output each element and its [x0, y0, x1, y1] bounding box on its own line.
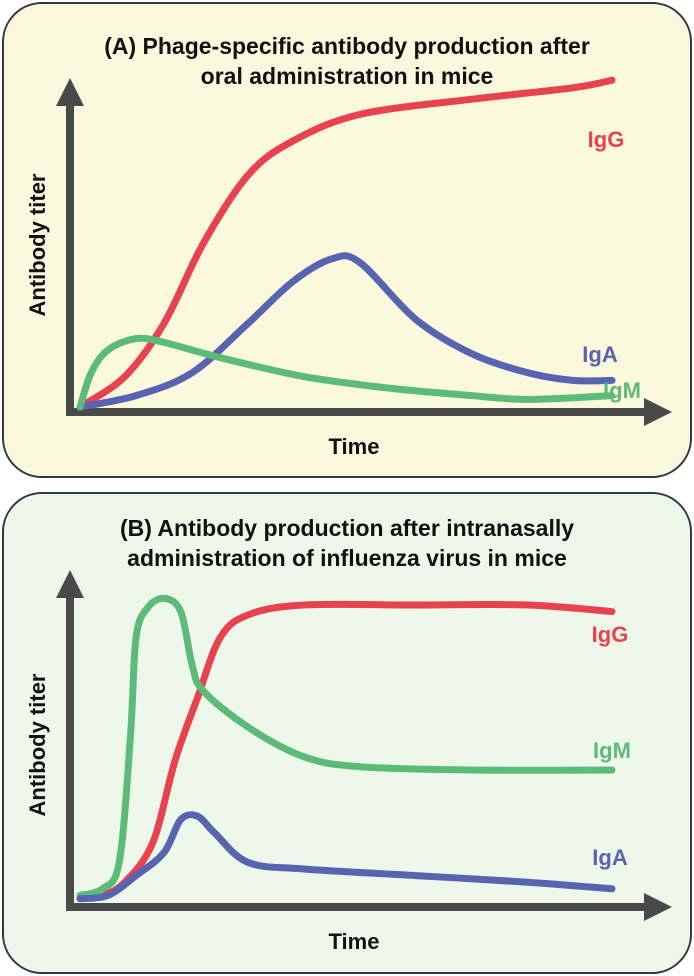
series-label-iga: IgA	[592, 845, 628, 870]
x-axis-label: Time	[329, 434, 380, 459]
chart-title-line-2: oral administration in mice	[200, 63, 494, 89]
series-line-igg	[76, 76, 616, 411]
series-line-igm	[76, 334, 616, 411]
y-axis-label: Antibody titer	[25, 173, 50, 316]
chart-title: (A) Phage-specific antibody production a…	[4, 31, 690, 91]
chart-title-line-2: administration of influenza virus in mic…	[127, 545, 567, 571]
x-axis-arrow-icon	[644, 398, 672, 426]
chart-title-line-1: (A) Phage-specific antibody production a…	[104, 33, 590, 59]
series-line-iga	[76, 811, 616, 903]
series-line-iga	[76, 252, 616, 411]
chart-title-line-1: (B) Antibody production after intranasal…	[119, 515, 575, 541]
series-label-igm: IgM	[593, 738, 631, 763]
series-label-iga: IgA	[582, 342, 618, 367]
series-label-igg: IgG	[588, 127, 625, 152]
chart-title: (B) Antibody production after intranasal…	[4, 513, 690, 573]
x-axis-label: Time	[329, 929, 380, 954]
y-axis-arrow-icon	[56, 570, 84, 598]
x-axis-arrow-icon	[644, 893, 672, 921]
axes	[56, 570, 672, 921]
y-axis-label: Antibody titer	[25, 673, 50, 816]
y-axis-arrow-icon	[56, 78, 84, 106]
series-label-igm: IgM	[603, 378, 641, 403]
series-line-igm	[76, 594, 616, 899]
axes	[56, 78, 672, 426]
series-label-igg: IgG	[592, 622, 629, 647]
